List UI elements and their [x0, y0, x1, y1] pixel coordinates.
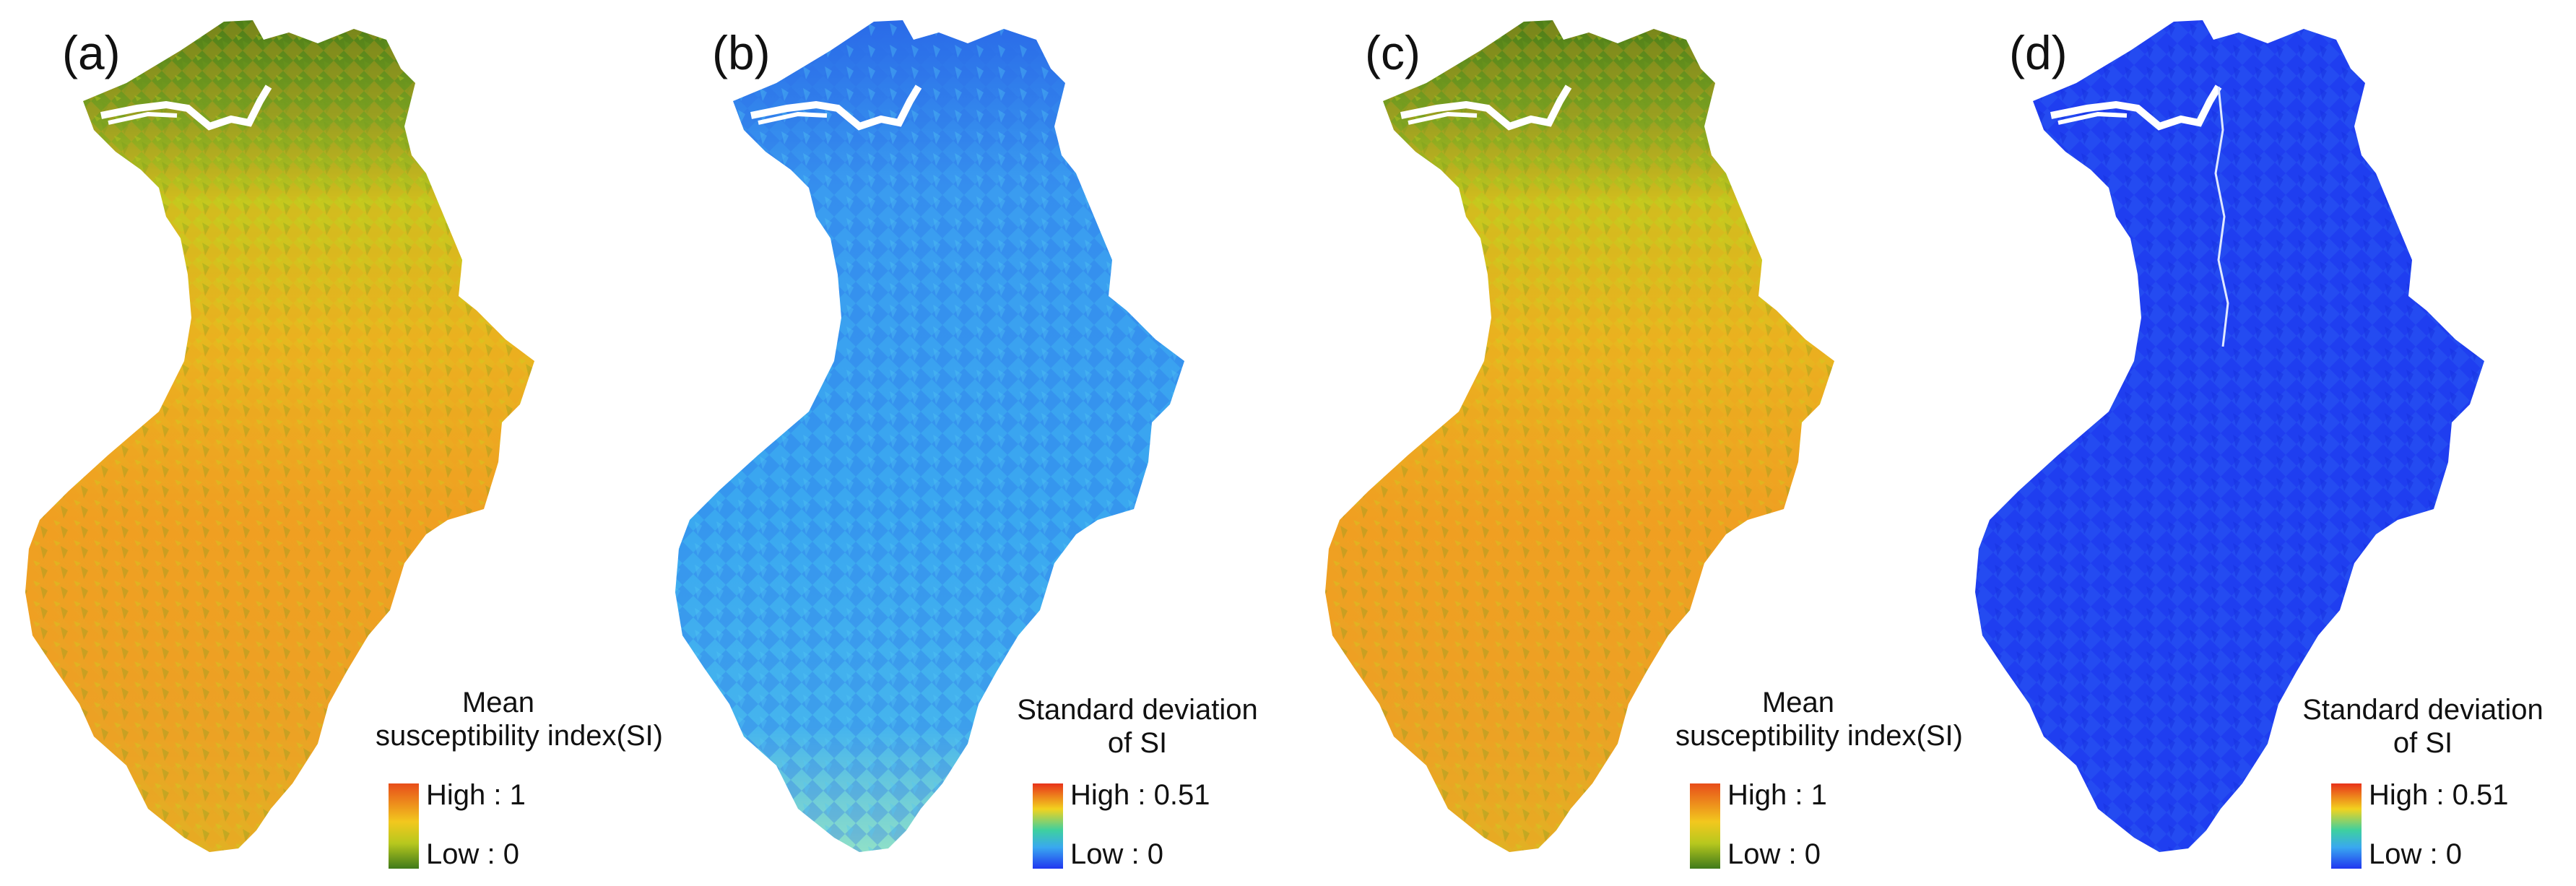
legend-high-label: High : 1 — [426, 779, 526, 811]
susceptibility-map-mean — [1325, 20, 1834, 852]
legend-title-line-1: Mean — [1761, 687, 1835, 718]
legend-title-line-1: Standard deviation — [1017, 694, 1258, 726]
river — [750, 84, 922, 131]
legend-low-label: Low : 0 — [1070, 838, 1163, 870]
legend-title-line-2: of SI — [2393, 727, 2453, 759]
legend: Standard deviation of SI — [986, 693, 1289, 760]
panel-label: (b) — [712, 26, 771, 79]
river — [100, 84, 272, 131]
river — [1400, 84, 1572, 131]
susceptibility-map-mean — [25, 20, 534, 852]
legend-title-line-1: Standard deviation — [2302, 694, 2544, 726]
legend-title-line-2: of SI — [1107, 727, 1168, 759]
map-panel-b: (b) Standard deviation of SI High : 0.51… — [650, 0, 1300, 886]
standard-deviation-map — [1975, 20, 2484, 852]
river — [2050, 84, 2222, 131]
legend-color-ramp — [389, 783, 419, 869]
stream — [2214, 86, 2229, 347]
map-panel-a: (a) Mean susceptibility in — [0, 0, 663, 886]
legend: Mean susceptibility index(SI) — [376, 686, 663, 752]
legend: Standard deviation of SI — [2271, 693, 2575, 760]
map-panel-d: (d) Standard deviation of SI High : 0.51… — [1950, 0, 2576, 886]
panel-label: (a) — [62, 26, 121, 79]
legend-low-label: Low : 0 — [426, 838, 519, 870]
legend-title-line-1: Mean — [461, 687, 535, 718]
legend-color-ramp — [1690, 783, 1720, 869]
map-panel-c: (c) Mean susceptibility index(SI) High :… — [1300, 0, 1963, 886]
legend-low-label: Low : 0 — [1727, 838, 1821, 870]
legend: Mean susceptibility index(SI) — [1675, 686, 1963, 752]
panel-label: (d) — [2009, 26, 2068, 79]
legend-title-line-2: susceptibility index(SI) — [1675, 720, 1963, 752]
legend-high-label: High : 0.51 — [1070, 779, 1210, 811]
legend-title-line-2: susceptibility index(SI) — [376, 720, 663, 752]
panel-label: (c) — [1365, 26, 1421, 79]
legend-high-label: High : 1 — [1727, 779, 1827, 811]
legend-color-ramp — [2331, 783, 2362, 869]
legend-high-label: High : 0.51 — [2369, 779, 2509, 811]
legend-color-ramp — [1033, 783, 1063, 869]
legend-low-label: Low : 0 — [2369, 838, 2462, 870]
standard-deviation-map — [675, 20, 1184, 852]
